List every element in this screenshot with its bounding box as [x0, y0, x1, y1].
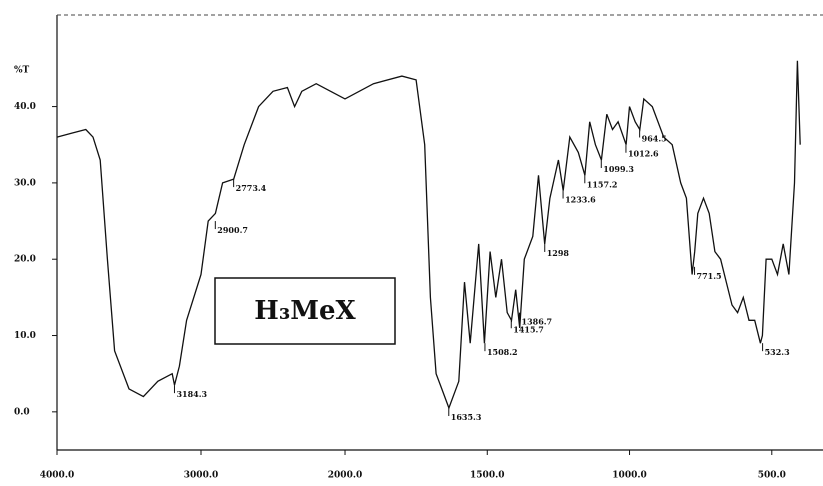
peak-label: 1233.6	[565, 195, 596, 205]
peak-label: 771.5	[697, 271, 722, 281]
peak-label: 1298	[547, 248, 570, 258]
peak-label: 1386.7	[522, 317, 553, 327]
spectrum-line	[56, 60, 801, 410]
peak-label: 1099.3	[603, 164, 634, 174]
peak-label: 1508.2	[487, 347, 518, 357]
peak-label: 1012.6	[628, 149, 659, 159]
y-axis-label: %T	[14, 66, 30, 76]
y-tick-label: 40.0	[14, 102, 36, 112]
x-tick-label: 4000.0	[40, 471, 74, 481]
peak-label: 1635.3	[451, 412, 482, 422]
x-tick-label: 1500.0	[470, 471, 504, 481]
x-tick-label: 500.0	[758, 471, 786, 481]
y-tick-label: 20.0	[14, 255, 36, 265]
peak-label: 1415.7	[513, 324, 544, 334]
y-tick-label: 30.0	[14, 178, 36, 188]
peak-label: 3184.3	[176, 389, 207, 399]
x-tick-label: 1000.0	[612, 471, 646, 481]
peak-label: 964.5	[642, 133, 667, 143]
inset-label: H₃MeX	[254, 296, 356, 326]
peak-label: 532.3	[765, 347, 790, 357]
peak-label: 1157.2	[587, 179, 618, 189]
peak-label: 2773.4	[236, 183, 267, 193]
y-tick-label: 10.0	[14, 331, 36, 341]
peak-label: 2900.7	[217, 225, 248, 235]
x-tick-label: 3000.0	[184, 471, 218, 481]
x-tick-label: 2000.0	[328, 471, 362, 481]
inset-box	[214, 277, 396, 345]
y-tick-label: 0.0	[14, 407, 30, 417]
